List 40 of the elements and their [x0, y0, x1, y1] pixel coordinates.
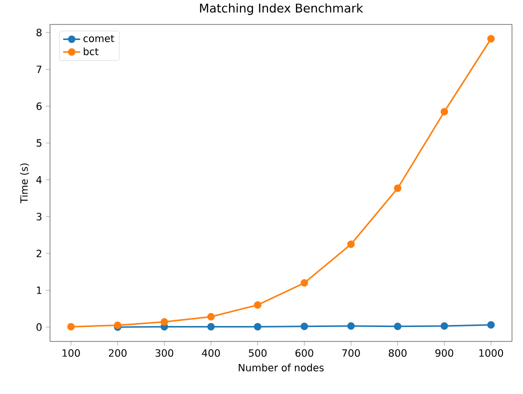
point — [440, 322, 448, 330]
x-tick-label: 400 — [202, 349, 220, 357]
point — [254, 322, 262, 330]
point — [347, 322, 355, 330]
y-tick-label: 4 — [36, 176, 42, 184]
x-tick-label: 1000 — [479, 349, 504, 357]
y-axis-title: Time (s) — [20, 163, 29, 204]
point — [300, 278, 308, 286]
y-tick-label: 3 — [36, 212, 42, 220]
point — [487, 34, 495, 42]
chart-title: Matching Index Benchmark — [200, 3, 364, 15]
x-tick-label: 700 — [342, 349, 360, 357]
point — [347, 240, 355, 248]
point — [487, 320, 495, 328]
point — [254, 301, 262, 309]
y-tick-label: 7 — [36, 65, 42, 73]
point — [207, 322, 215, 330]
y-tick-label: 1 — [36, 286, 42, 294]
legend-label: bct — [84, 47, 98, 55]
y-tick-label: 2 — [36, 250, 42, 257]
x-axis-title: Number of nodes — [238, 363, 324, 372]
y-tick-label: 0 — [36, 323, 42, 331]
x-tick-label: 500 — [248, 349, 267, 357]
point — [394, 184, 402, 192]
x-tick-label: 300 — [156, 349, 174, 357]
point — [440, 108, 448, 116]
point — [67, 322, 75, 330]
x-tick-label: 100 — [62, 349, 80, 357]
x-tick-label: 200 — [108, 349, 127, 357]
point — [394, 322, 402, 330]
y-tick-label: 5 — [36, 139, 42, 146]
y-tick-label: 6 — [36, 102, 42, 110]
point — [300, 322, 308, 330]
y-tick-label: 8 — [36, 28, 42, 36]
point — [160, 318, 168, 326]
x-tick-label: 800 — [388, 349, 407, 357]
legend-label: comet — [83, 34, 114, 42]
x-tick-label: 900 — [435, 349, 454, 357]
point — [207, 312, 215, 320]
x-tick-label: 600 — [295, 349, 314, 357]
